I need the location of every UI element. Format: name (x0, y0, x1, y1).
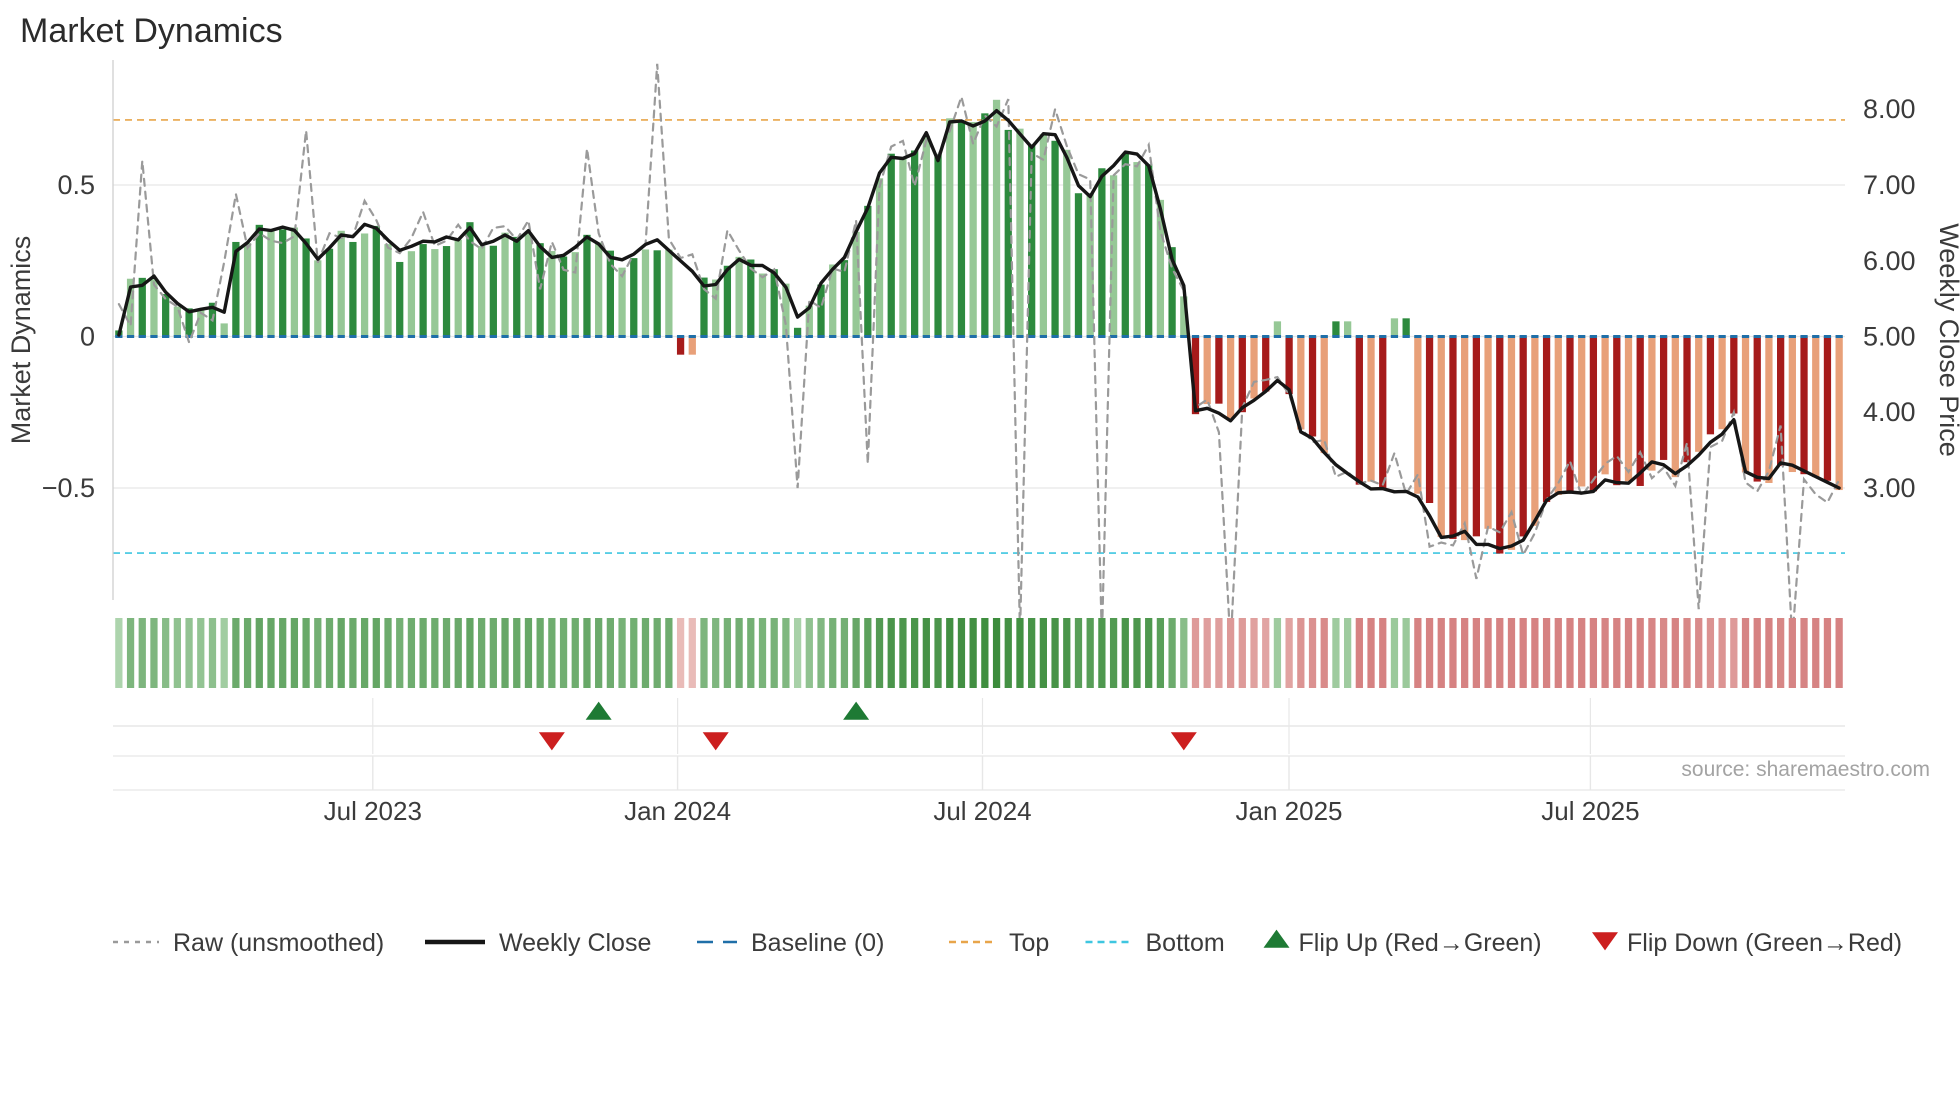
svg-text:Market Dynamics: Market Dynamics (6, 236, 36, 445)
svg-text:Bottom: Bottom (1146, 929, 1225, 957)
svg-text:Jan 2024: Jan 2024 (624, 796, 731, 826)
svg-text:7.00: 7.00 (1863, 170, 1916, 200)
svg-text:6.00: 6.00 (1863, 246, 1916, 276)
svg-text:0: 0 (80, 322, 95, 352)
svg-text:Jul 2023: Jul 2023 (324, 796, 422, 826)
svg-text:Jul 2024: Jul 2024 (933, 796, 1031, 826)
svg-text:Jul 2025: Jul 2025 (1541, 796, 1639, 826)
svg-text:4.00: 4.00 (1863, 397, 1916, 427)
svg-text:3.00: 3.00 (1863, 473, 1916, 503)
svg-text:5.00: 5.00 (1863, 322, 1916, 352)
svg-text:Jan 2025: Jan 2025 (1236, 796, 1343, 826)
svg-text:Top: Top (1009, 929, 1049, 957)
svg-text:−0.5: −0.5 (42, 473, 95, 503)
svg-text:Baseline (0): Baseline (0) (751, 929, 884, 957)
svg-text:Raw (unsmoothed): Raw (unsmoothed) (173, 929, 384, 957)
svg-text:Weekly Close Price: Weekly Close Price (1934, 223, 1960, 457)
svg-text:Flip Up (Red→Green): Flip Up (Red→Green) (1299, 929, 1542, 957)
svg-text:Weekly Close: Weekly Close (499, 929, 651, 957)
svg-text:8.00: 8.00 (1863, 94, 1916, 124)
svg-text:0.5: 0.5 (57, 170, 95, 200)
svg-text:Flip Down (Green→Red): Flip Down (Green→Red) (1627, 929, 1902, 957)
